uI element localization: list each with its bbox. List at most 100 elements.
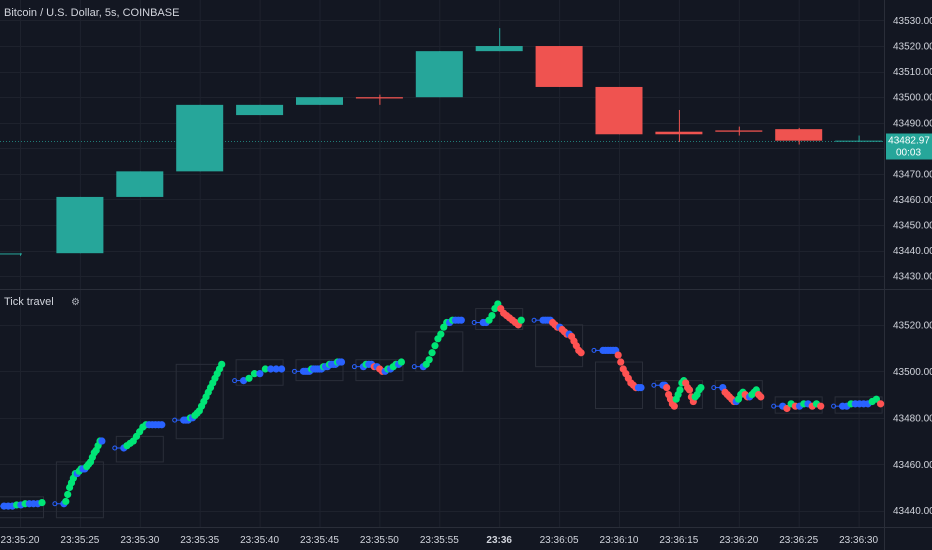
tick-start-marker xyxy=(292,368,297,374)
candle xyxy=(415,51,463,98)
price-tick-label: 43430.00 xyxy=(893,272,932,283)
tick-dot xyxy=(670,402,678,410)
tick-start-marker xyxy=(531,317,537,323)
tick-start-marker xyxy=(52,501,58,507)
price-tick-label: 43440.00 xyxy=(893,246,932,257)
time-tick-label: 23:36:15 xyxy=(659,535,698,546)
tick-dot xyxy=(272,365,280,373)
tick-segment xyxy=(52,437,106,508)
tick-segment xyxy=(651,377,705,410)
candle-body xyxy=(355,97,403,99)
tick-dot xyxy=(577,349,585,357)
tick-dot xyxy=(98,437,106,445)
price-tick-label: 43450.00 xyxy=(893,221,932,232)
tick-dot xyxy=(240,377,248,385)
candle-body xyxy=(116,171,164,197)
tick-start-marker xyxy=(711,385,717,391)
last-price-tag: 43482.97 00:03 xyxy=(886,133,932,160)
candle-body xyxy=(475,46,523,52)
tick-start-marker xyxy=(831,403,837,409)
tick-dot xyxy=(817,402,825,410)
indicator-tick-label: 43520.00 xyxy=(893,320,932,331)
time-axis[interactable]: 23:35:20 23:35:25 23:35:30 23:35:35 23:35:40… xyxy=(1,535,879,546)
candle xyxy=(355,94,403,105)
tick-box xyxy=(355,359,404,382)
candle xyxy=(535,46,583,87)
candle-body xyxy=(775,129,823,141)
tick-start-marker xyxy=(771,403,777,409)
candle-body xyxy=(0,253,22,255)
tick-start-marker xyxy=(232,378,238,384)
candle-body xyxy=(236,104,284,116)
candle xyxy=(715,126,763,136)
tick-dot xyxy=(488,311,496,320)
symbol-title[interactable]: Bitcoin / U.S. Dollar, 5s, COINBASE xyxy=(4,7,179,19)
time-tick-label: 23:35:50 xyxy=(360,535,399,546)
tick-dot xyxy=(397,358,405,366)
tick-dot xyxy=(256,370,264,378)
time-tick-label: 23:36 xyxy=(486,535,512,546)
last-price-tag-bg xyxy=(886,133,932,160)
tick-dot xyxy=(517,316,525,324)
price-tick-label: 43470.00 xyxy=(893,169,932,180)
candle xyxy=(296,97,343,105)
tick-start-marker xyxy=(351,364,357,370)
tick-box xyxy=(0,496,44,519)
time-tick-label: 23:35:30 xyxy=(120,535,159,546)
indicator-tick-label: 43440.00 xyxy=(893,506,932,517)
indicator-tick-label: 43480.00 xyxy=(893,413,932,424)
tick-dot xyxy=(38,499,46,507)
tick-dot xyxy=(872,395,880,403)
tick-segment xyxy=(0,499,46,510)
candle-body xyxy=(415,51,463,98)
indicator-settings-icon[interactable]: ⚙ xyxy=(71,297,80,308)
tick-segment xyxy=(711,383,765,406)
time-tick-label: 23:35:25 xyxy=(60,535,99,546)
tick-dot xyxy=(437,330,445,338)
time-tick-label: 23:36:20 xyxy=(719,535,758,546)
tick-box xyxy=(654,380,703,409)
tick-start-marker xyxy=(411,364,417,370)
tick-start-marker xyxy=(651,382,657,388)
tick-segment xyxy=(351,358,405,375)
tick-segment xyxy=(771,400,825,413)
candle-body xyxy=(835,140,883,142)
tick-dot xyxy=(278,365,286,373)
tick-segment xyxy=(591,346,645,392)
tick-start-marker xyxy=(172,417,178,423)
tick-box xyxy=(235,359,284,386)
tick-segment xyxy=(411,316,465,371)
tick-dot xyxy=(261,365,269,373)
candle xyxy=(236,104,284,116)
tick-travel-dots xyxy=(0,300,885,510)
tick-dot xyxy=(637,383,645,392)
tick-segment xyxy=(471,300,525,329)
tick-dot xyxy=(757,393,765,401)
price-tick-label: 43500.00 xyxy=(893,93,932,104)
tick-dot xyxy=(337,358,346,366)
candle-body xyxy=(655,131,703,135)
tick-segment xyxy=(112,421,166,452)
tick-dot xyxy=(428,349,436,357)
candle xyxy=(176,104,224,172)
price-tick-label: 43520.00 xyxy=(893,42,932,53)
candle-body xyxy=(176,104,224,172)
candle xyxy=(835,135,883,142)
price-tick-label: 43460.00 xyxy=(893,195,932,206)
tick-segment xyxy=(531,316,585,357)
time-tick-label: 23:36:05 xyxy=(540,535,579,546)
tick-dot xyxy=(158,421,166,429)
indicator-tick-label: 43500.00 xyxy=(893,367,932,378)
price-tick-label: 43510.00 xyxy=(893,67,932,78)
indicator-title[interactable]: Tick travel xyxy=(4,296,54,308)
price-tick-label: 43490.00 xyxy=(893,118,932,129)
tick-dot xyxy=(245,374,253,382)
indicator-price-axis[interactable]: 43440.00 43460.00 43480.00 43500.00 43520.00 xyxy=(893,320,932,517)
last-price-value: 43482.97 xyxy=(888,136,930,147)
tick-segment xyxy=(172,360,226,424)
time-tick-label: 23:35:20 xyxy=(1,535,40,546)
bar-countdown: 00:03 xyxy=(896,148,921,159)
candle-body xyxy=(535,46,583,87)
